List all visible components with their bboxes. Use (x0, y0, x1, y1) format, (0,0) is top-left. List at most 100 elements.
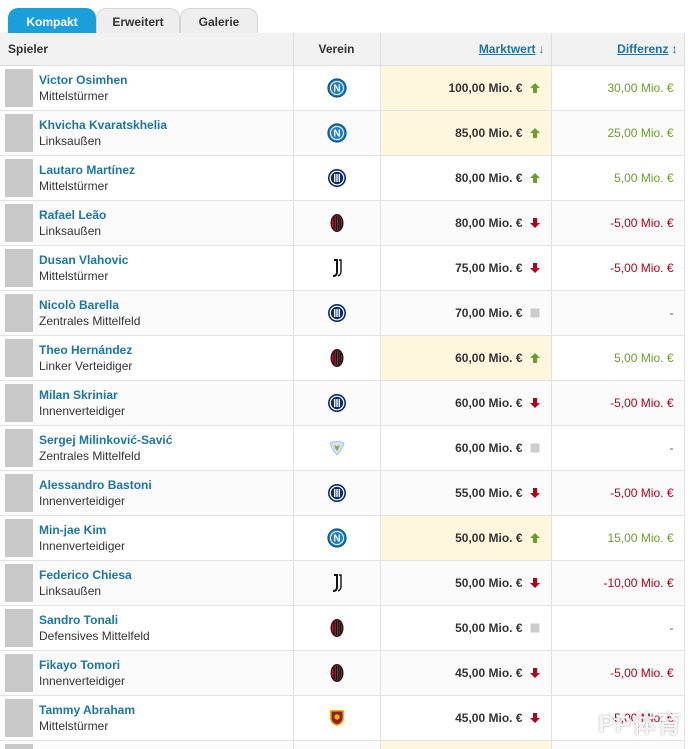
market-value-text: 45,00 Mio. € (455, 710, 523, 725)
player-cell: Fikayo Tomori Innenverteidiger (0, 650, 294, 696)
player-name-link[interactable]: Alessandro Bastoni (39, 477, 152, 492)
tab-kompakt[interactable]: Kompakt (8, 8, 96, 34)
tab-galerie[interactable]: Galerie (180, 8, 258, 34)
table-row: Fikayo Tomori Innenverteidiger 45,00 Mio. … (0, 650, 685, 696)
player-name-link[interactable]: Min-jae Kim (39, 522, 107, 537)
player-photo[interactable] (5, 158, 33, 197)
player-photo[interactable] (5, 563, 33, 602)
market-value-text: 100,00 Mio. € (448, 80, 523, 95)
difference-cell: -5,00 Mio. € (551, 245, 685, 291)
table-row: Dusan Vlahovic Mittelstürmer 75,00 Mio. € -… (0, 245, 685, 291)
roma-crest-icon[interactable] (327, 708, 347, 728)
player-name-link[interactable]: Federico Chiesa (39, 567, 132, 582)
player-position: Mittelstürmer (39, 718, 109, 733)
player-name-link[interactable]: Victor Osimhen (39, 72, 128, 87)
napoli-crest-icon[interactable]: N (326, 77, 347, 98)
trend-down-icon (529, 397, 541, 409)
player-name-link[interactable]: Theo Hernández (39, 342, 133, 357)
player-name-link[interactable]: Sandro Tonali (39, 612, 119, 627)
club-cell (293, 335, 381, 381)
milan-crest-icon[interactable] (327, 663, 347, 683)
market-value-text: 60,00 Mio. € (455, 350, 523, 365)
difference-cell: - (551, 605, 685, 651)
milan-crest-icon[interactable] (327, 618, 347, 638)
player-photo[interactable] (5, 698, 33, 737)
player-name-link[interactable]: Milan Skriniar (39, 387, 118, 402)
inter-crest-icon[interactable] (327, 483, 347, 503)
club-cell (293, 470, 381, 516)
table-row: Khvicha Kvaratskhelia Linksaußen N 85,00 Mi… (0, 110, 685, 156)
napoli-crest-icon[interactable]: N (326, 122, 347, 143)
trend-down-icon (529, 217, 541, 229)
player-position: Zentrales Mittelfeld (39, 448, 141, 463)
napoli-crest-icon[interactable]: N (326, 527, 347, 548)
player-photo[interactable] (5, 338, 33, 377)
player-name-link[interactable]: Fikayo Tomori (39, 657, 121, 672)
lazio-crest-icon[interactable] (327, 438, 347, 458)
table-row: Min-jae Kim Innenverteidiger N 50,00 Mio. €… (0, 515, 685, 561)
difference-cell: 5,00 Mio. € (551, 335, 685, 381)
player-name-link[interactable]: Dusan Vlahovic (39, 252, 129, 267)
club-cell (293, 650, 381, 696)
difference-text: -5,00 Mio. € (610, 215, 674, 230)
juventus-crest-icon[interactable] (327, 258, 347, 278)
player-photo[interactable] (5, 518, 33, 557)
trend-up-icon (529, 82, 541, 94)
player-position: Zentrales Mittelfeld (39, 313, 141, 328)
sort-difference-link[interactable]: Differenz (617, 41, 669, 56)
column-header-difference[interactable]: Differenz ↕ (551, 33, 685, 66)
player-cell: Dusan Vlahovic Mittelstürmer (0, 245, 294, 291)
inter-crest-icon[interactable] (327, 303, 347, 323)
market-value-cell: 60,00 Mio. € (380, 425, 552, 471)
player-name-link[interactable]: Nicolò Barella (39, 297, 120, 312)
difference-cell: 30,00 Mio. € (551, 65, 685, 111)
player-name-link[interactable]: Sergej Milinković-Savić (39, 432, 173, 447)
player-photo[interactable] (5, 653, 33, 692)
difference-text: - (669, 305, 674, 320)
inter-crest-icon[interactable] (327, 393, 347, 413)
inter-crest-icon[interactable] (327, 168, 347, 188)
player-photo[interactable] (5, 383, 33, 422)
player-photo[interactable] (5, 68, 33, 107)
player-photo[interactable] (5, 473, 33, 512)
tab-erweitert[interactable]: Erweitert (96, 8, 180, 34)
player-cell (0, 740, 294, 749)
player-photo[interactable] (5, 203, 33, 242)
player-cell: Federico Chiesa Linksaußen (0, 560, 294, 606)
club-cell (293, 290, 381, 336)
player-photo[interactable] (5, 113, 33, 152)
milan-crest-icon[interactable] (327, 213, 347, 233)
market-value-text: 85,00 Mio. € (455, 125, 523, 140)
difference-cell: -5,00 Mio. € (551, 200, 685, 246)
table-row (0, 740, 685, 749)
market-value-text: 60,00 Mio. € (455, 440, 523, 455)
player-photo[interactable] (5, 428, 33, 467)
club-cell (293, 695, 381, 741)
sort-market-value-link[interactable]: Marktwert (478, 41, 536, 56)
juventus-crest-icon[interactable] (327, 573, 347, 593)
player-photo[interactable] (5, 608, 33, 647)
column-header-market-value[interactable]: Marktwert ↓ (380, 33, 552, 66)
trend-same-icon (529, 307, 541, 319)
player-name-link[interactable]: Rafael Leão (39, 207, 107, 222)
watermark-logo: PP体育 (597, 711, 682, 738)
player-photo[interactable] (5, 248, 33, 287)
player-name-link[interactable]: Khvicha Kvaratskhelia (39, 117, 168, 132)
trend-down-icon (529, 262, 541, 274)
market-value-cell: 50,00 Mio. € (380, 605, 552, 651)
market-value-cell: 60,00 Mio. € (380, 335, 552, 381)
player-photo[interactable] (5, 293, 33, 332)
difference-text: 25,00 Mio. € (607, 125, 674, 140)
milan-crest-icon[interactable] (327, 348, 347, 368)
player-name-link[interactable]: Tammy Abraham (39, 702, 136, 717)
difference-cell: 15,00 Mio. € (551, 515, 685, 561)
market-value-cell: 50,00 Mio. € (380, 515, 552, 561)
trend-same-icon (529, 622, 541, 634)
club-cell (293, 155, 381, 201)
difference-text: -5,00 Mio. € (610, 665, 674, 680)
difference-cell: 25,00 Mio. € (551, 110, 685, 156)
trend-down-icon (529, 577, 541, 589)
svg-text:N: N (333, 533, 340, 544)
player-photo[interactable] (5, 743, 33, 749)
player-name-link[interactable]: Lautaro Martínez (39, 162, 136, 177)
